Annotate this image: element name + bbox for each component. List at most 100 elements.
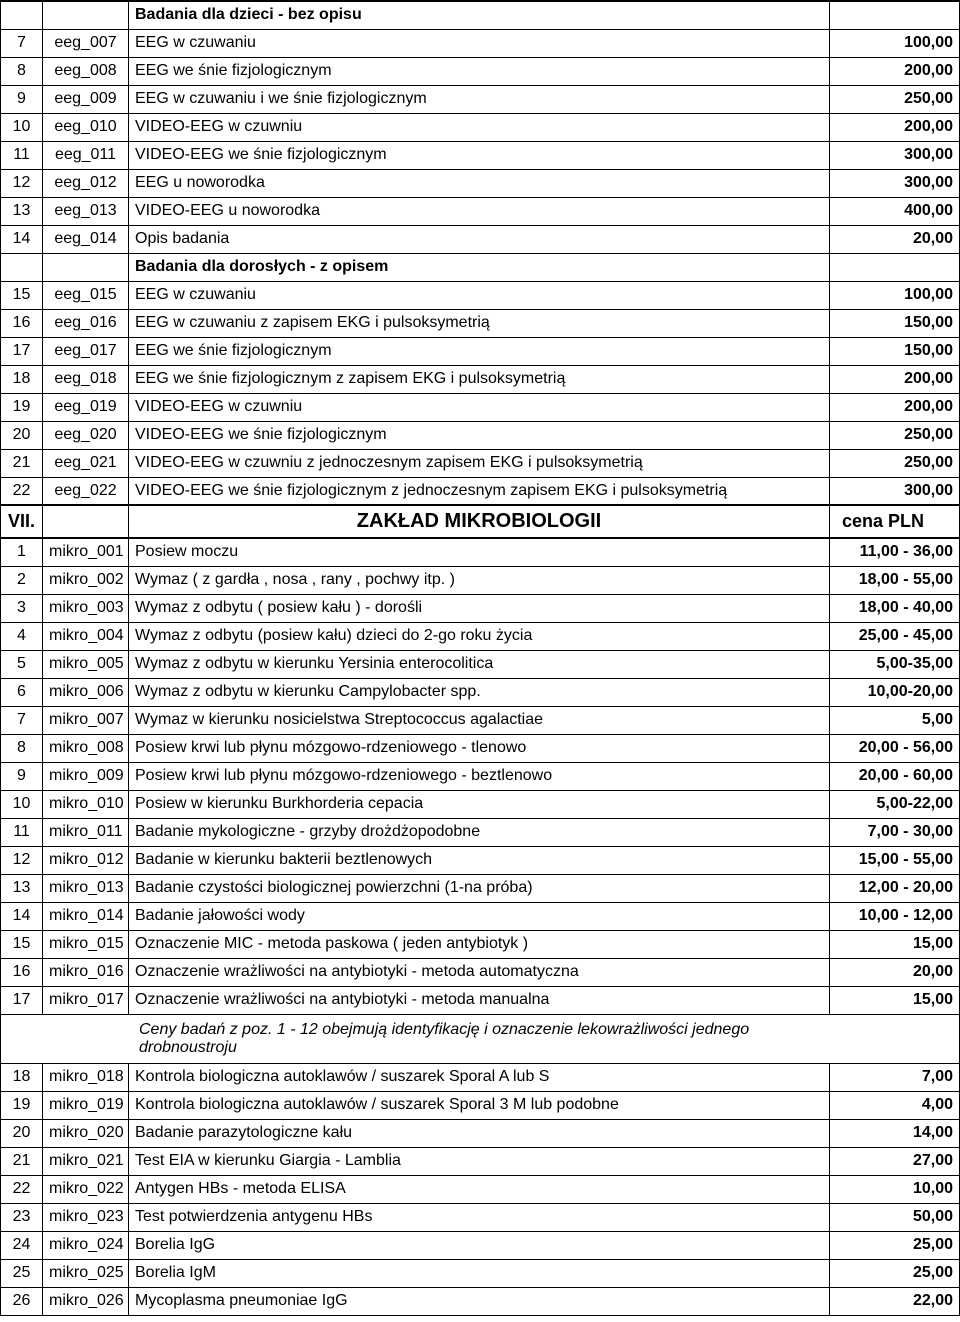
cell-num: 8 <box>1 734 43 762</box>
cell-code: eeg_017 <box>43 337 129 365</box>
cell-num: 7 <box>1 29 43 57</box>
cell-desc: EEG w czuwaniu z zapisem EKG i pulsoksym… <box>129 309 830 337</box>
cell-price: 7,00 - 30,00 <box>830 818 960 846</box>
table-row: 16mikro_016Oznaczenie wrażliwości na ant… <box>1 958 960 986</box>
cell-price: 100,00 <box>830 281 960 309</box>
table-row: 9eeg_009EEG w czuwaniu i we śnie fizjolo… <box>1 85 960 113</box>
cell-num: 12 <box>1 846 43 874</box>
cell-code <box>43 1 129 29</box>
cell-num: 25 <box>1 1259 43 1287</box>
cell-price: 100,00 <box>830 29 960 57</box>
cell-num: 11 <box>1 141 43 169</box>
cell-code: mikro_023 <box>43 1203 129 1231</box>
cell-num: 18 <box>1 1063 43 1091</box>
table-row: 15eeg_015EEG w czuwaniu100,00 <box>1 281 960 309</box>
cell-desc: VIDEO-EEG we śnie fizjologicznym z jedno… <box>129 477 830 505</box>
cell-price: 12,00 - 20,00 <box>830 874 960 902</box>
cell-num: 7 <box>1 706 43 734</box>
cell-price <box>830 1 960 29</box>
cell-desc: Test potwierdzenia antygenu HBs <box>129 1203 830 1231</box>
cell-price: 250,00 <box>830 85 960 113</box>
cell-price: 200,00 <box>830 365 960 393</box>
cell-code <box>43 505 129 538</box>
cell-price: 50,00 <box>830 1203 960 1231</box>
section-title: ZAKŁAD MIKROBIOLOGII <box>129 505 830 538</box>
section-number: VII. <box>1 505 43 538</box>
cell-num: 22 <box>1 477 43 505</box>
cell-num: 13 <box>1 874 43 902</box>
cell-code: mikro_024 <box>43 1231 129 1259</box>
cell-price: 150,00 <box>830 337 960 365</box>
cell-code: eeg_016 <box>43 309 129 337</box>
cell-num: 8 <box>1 57 43 85</box>
cell-desc: Posiew krwi lub płynu mózgowo-rdzenioweg… <box>129 762 830 790</box>
cell-price: 300,00 <box>830 141 960 169</box>
cell-desc: Badanie parazytologiczne kału <box>129 1119 830 1147</box>
cell-num: 20 <box>1 421 43 449</box>
cell-code: eeg_014 <box>43 225 129 253</box>
cell-price: 200,00 <box>830 57 960 85</box>
cell-desc: Wymaz z odbytu w kierunku Yersinia enter… <box>129 650 830 678</box>
cell-code: eeg_007 <box>43 29 129 57</box>
cell-price: 10,00 - 12,00 <box>830 902 960 930</box>
table-row: 17eeg_017EEG we śnie fizjologicznym150,0… <box>1 337 960 365</box>
subheader-row: Badania dla dzieci - bez opisu <box>1 1 960 29</box>
table-row: 12mikro_012Badanie w kierunku bakterii b… <box>1 846 960 874</box>
cell-desc: EEG we śnie fizjologicznym <box>129 57 830 85</box>
cell-price: 7,00 <box>830 1063 960 1091</box>
table-row: 15mikro_015Oznaczenie MIC - metoda pasko… <box>1 930 960 958</box>
cell-code: mikro_026 <box>43 1287 129 1315</box>
cell-desc: Posiew w kierunku Burkhorderia cepacia <box>129 790 830 818</box>
cell-price: 25,00 <box>830 1259 960 1287</box>
table-row: 21eeg_021VIDEO-EEG w czuwniu z jednoczes… <box>1 449 960 477</box>
cell-code: mikro_020 <box>43 1119 129 1147</box>
cell-desc: Oznaczenie wrażliwości na antybiotyki - … <box>129 958 830 986</box>
cell-code: eeg_018 <box>43 365 129 393</box>
cell-price: 5,00 <box>830 706 960 734</box>
cell-price <box>830 253 960 281</box>
table-row: 11mikro_011Badanie mykologiczne - grzyby… <box>1 818 960 846</box>
cell-desc: Kontrola biologiczna autoklawów / suszar… <box>129 1063 830 1091</box>
table-row: 7mikro_007Wymaz w kierunku nosicielstwa … <box>1 706 960 734</box>
cell-desc: Wymaz w kierunku nosicielstwa Streptococ… <box>129 706 830 734</box>
cell-code: eeg_019 <box>43 393 129 421</box>
cell-num: 26 <box>1 1287 43 1315</box>
table-row: 4mikro_004Wymaz z odbytu (posiew kału) d… <box>1 622 960 650</box>
cell-num: 17 <box>1 337 43 365</box>
cell-code: mikro_008 <box>43 734 129 762</box>
cell-price: 11,00 - 36,00 <box>830 538 960 566</box>
table-row: 10mikro_010Posiew w kierunku Burkhorderi… <box>1 790 960 818</box>
cell-code: mikro_019 <box>43 1091 129 1119</box>
cell-desc: EEG u noworodka <box>129 169 830 197</box>
cell-num: 17 <box>1 986 43 1014</box>
cell-num: 19 <box>1 1091 43 1119</box>
note-text: Ceny badań z poz. 1 - 12 obejmują identy… <box>129 1015 819 1063</box>
cell-price: 5,00-35,00 <box>830 650 960 678</box>
cell-num: 9 <box>1 85 43 113</box>
cell-num: 5 <box>1 650 43 678</box>
cell-desc: Opis badania <box>129 225 830 253</box>
note-cell: Ceny badań z poz. 1 - 12 obejmują identy… <box>1 1014 960 1063</box>
subheader-text: Badania dla dzieci - bez opisu <box>129 1 830 29</box>
cell-desc: Wymaz z odbytu w kierunku Campylobacter … <box>129 678 830 706</box>
cell-num: 9 <box>1 762 43 790</box>
table-row: 20eeg_020VIDEO-EEG we śnie fizjologiczny… <box>1 421 960 449</box>
cell-num: 18 <box>1 365 43 393</box>
cell-price: 15,00 - 55,00 <box>830 846 960 874</box>
cell-price: 250,00 <box>830 449 960 477</box>
cell-desc: Test EIA w kierunku Giargia - Lamblia <box>129 1147 830 1175</box>
cell-desc: Posiew moczu <box>129 538 830 566</box>
cell-code: eeg_022 <box>43 477 129 505</box>
cell-price: 300,00 <box>830 169 960 197</box>
table-row: 19eeg_019VIDEO-EEG w czuwniu200,00 <box>1 393 960 421</box>
table-row: 18mikro_018Kontrola biologiczna autoklaw… <box>1 1063 960 1091</box>
table-row: 14eeg_014Opis badania20,00 <box>1 225 960 253</box>
cell-price: 20,00 - 56,00 <box>830 734 960 762</box>
cell-desc: EEG we śnie fizjologicznym z zapisem EKG… <box>129 365 830 393</box>
table-row: 13eeg_013VIDEO-EEG u noworodka400,00 <box>1 197 960 225</box>
table-row: 6mikro_006Wymaz z odbytu w kierunku Camp… <box>1 678 960 706</box>
table-row: 9mikro_009Posiew krwi lub płynu mózgowo-… <box>1 762 960 790</box>
cell-desc: Antygen HBs - metoda ELISA <box>129 1175 830 1203</box>
cell-num: 21 <box>1 1147 43 1175</box>
cell-code: mikro_014 <box>43 902 129 930</box>
